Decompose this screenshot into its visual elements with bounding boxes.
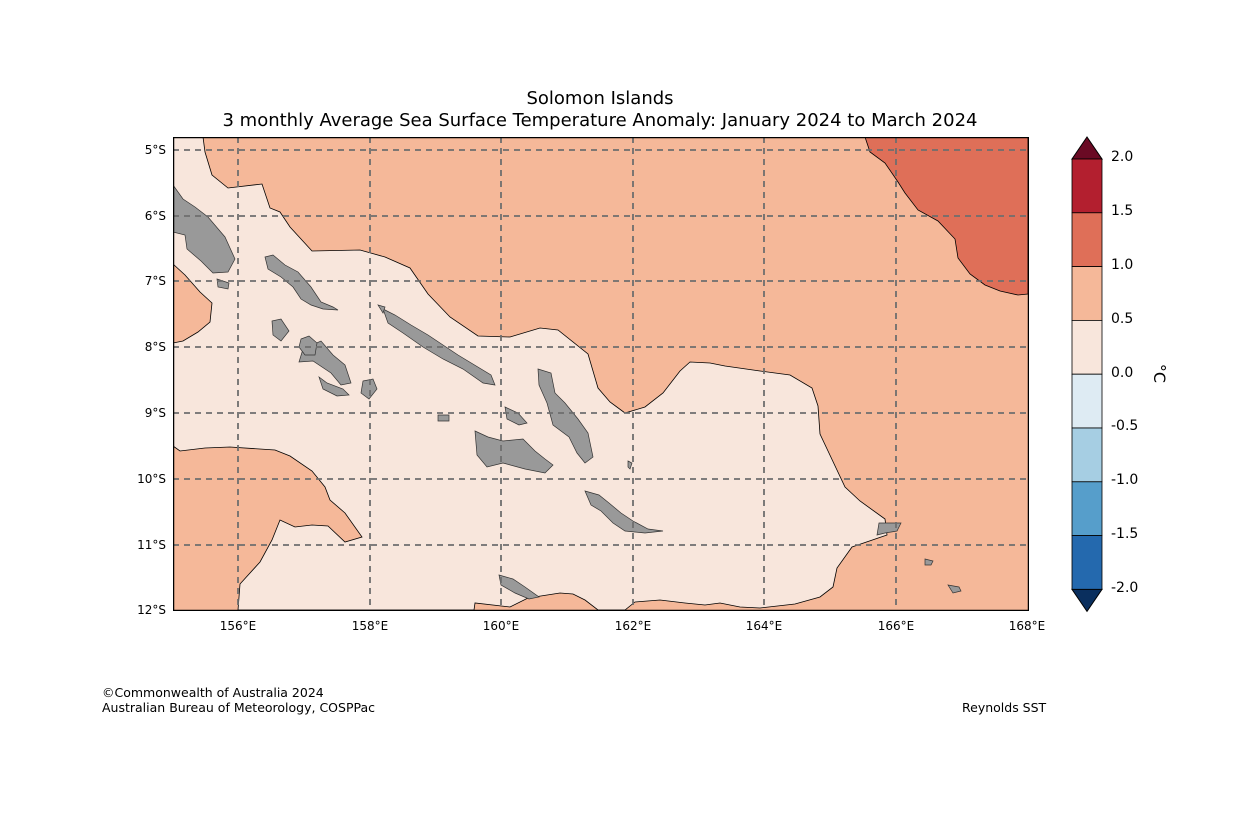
lon-tick: 158°E	[351, 619, 389, 633]
land-islands	[173, 184, 962, 600]
lon-tick: 168°E	[1008, 619, 1046, 633]
island-malaita	[537, 368, 594, 464]
map-title: Solomon Islands	[526, 88, 674, 109]
colorbar-segment	[1071, 427, 1103, 483]
lon-tick: 166°E	[877, 619, 915, 633]
colorbar-segment	[1071, 266, 1103, 321]
colorbar-label: -1.5	[1111, 526, 1139, 542]
lat-tick: 9°S	[144, 406, 166, 420]
island-russell	[360, 378, 378, 400]
lon-tick: 156°E	[219, 619, 257, 633]
map-frame	[173, 137, 1029, 611]
colorbar-segment	[1071, 319, 1103, 375]
island-tikopia	[947, 584, 962, 594]
colorbar-unit: °C	[1150, 363, 1170, 384]
colorbar-label: -0.5	[1111, 418, 1139, 434]
lon-tick: 164°E	[745, 619, 783, 633]
agency-text: Australian Bureau of Meteorology, COSPPa…	[102, 700, 375, 715]
colorbar-under-triangle	[1071, 588, 1103, 613]
island-santa-cruz	[876, 522, 902, 536]
lat-tick: 8°S	[144, 340, 166, 354]
lat-tick: 7°S	[144, 274, 166, 288]
island-makira	[584, 490, 664, 534]
colorbar	[1071, 136, 1103, 613]
colorbar-label: -1.0	[1111, 472, 1139, 488]
colorbar-label: -2.0	[1111, 580, 1139, 596]
map-plot	[173, 137, 1029, 611]
lat-tick: 11°S	[137, 538, 166, 552]
copyright-text: ©Commonwealth of Australia 2024	[102, 685, 324, 700]
colorbar-label: 1.5	[1111, 203, 1134, 219]
island-vella-lavella	[271, 318, 290, 342]
island-small-3	[377, 304, 386, 314]
island-small-2	[627, 460, 633, 470]
map-subtitle: 3 monthly Average Sea Surface Temperatur…	[222, 110, 978, 131]
island-rendova	[318, 376, 350, 397]
colorbar-label: 1.0	[1111, 257, 1134, 273]
colorbar-over-triangle	[1071, 136, 1103, 160]
lat-tick: 12°S	[137, 603, 166, 617]
colorbar-segment	[1071, 373, 1103, 429]
colorbar-segment	[1071, 158, 1103, 214]
data-source-text: Reynolds SST	[962, 700, 1047, 715]
colorbar-label: 0.5	[1111, 311, 1134, 327]
lat-tick: 6°S	[144, 209, 166, 223]
island-rennell	[498, 574, 540, 600]
colorbar-label: 2.0	[1111, 149, 1134, 165]
island-guadalcanal	[474, 430, 554, 474]
island-florida	[504, 406, 528, 426]
lon-tick: 160°E	[482, 619, 520, 633]
island-bougainville	[173, 184, 236, 274]
lat-tick: 10°S	[137, 472, 166, 486]
colorbar-segment	[1071, 535, 1103, 590]
colorbar-label: 0.0	[1111, 365, 1134, 381]
lat-tick: 5°S	[144, 143, 166, 157]
colorbar-segment	[1071, 481, 1103, 536]
colorbar-segment	[1071, 212, 1103, 268]
lon-tick: 162°E	[614, 619, 652, 633]
graticule	[173, 137, 1028, 610]
island-small-1	[437, 414, 450, 422]
anomaly-0-0.5-region	[173, 137, 888, 611]
island-vanikoro	[924, 558, 934, 566]
